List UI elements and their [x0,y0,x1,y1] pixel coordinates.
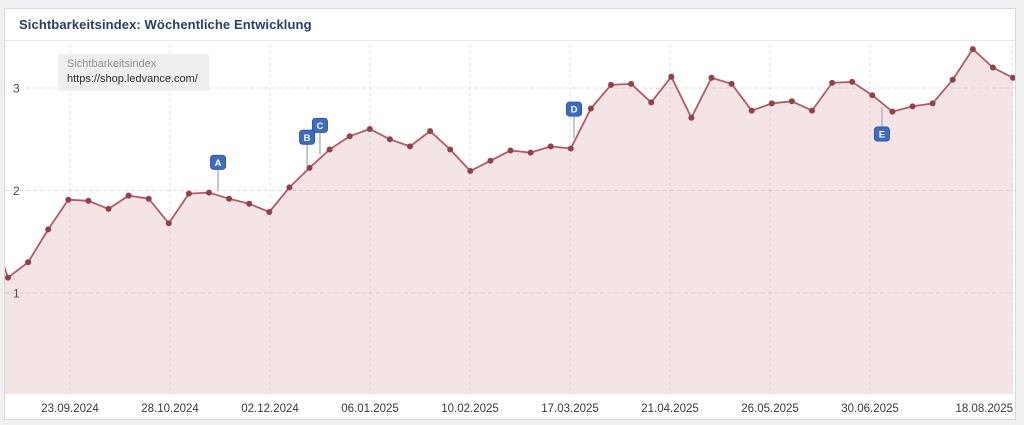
event-marker-box[interactable] [873,126,890,142]
data-point[interactable] [909,103,916,110]
data-point[interactable] [587,105,594,112]
y-axis-label: 1 [13,287,20,301]
x-axis-label: 23.09.2024 [41,403,99,415]
data-point[interactable] [246,200,253,207]
x-axis-label: 21.04.2025 [641,403,699,415]
event-marker-e[interactable]: E [873,107,890,142]
data-point[interactable] [346,133,353,140]
data-point[interactable] [45,226,52,233]
x-axis-label: 28.10.2024 [141,403,199,415]
data-point[interactable] [768,100,775,107]
data-point[interactable] [326,146,333,153]
data-point[interactable] [628,80,635,87]
data-point[interactable] [85,197,92,204]
data-point[interactable] [427,128,434,135]
data-point[interactable] [688,114,695,121]
event-marker-label: D [571,105,578,116]
data-point[interactable] [467,168,474,174]
chart-line [5,48,1014,279]
data-point[interactable] [728,80,735,87]
x-axis-label: 30.06.2025 [841,403,899,415]
data-point[interactable] [125,192,132,199]
event-marker-b[interactable]: B [299,129,316,167]
data-point[interactable] [5,274,11,281]
x-axis-label: 10.02.2025 [441,403,499,415]
data-point[interactable] [226,195,233,202]
x-axis-label: 26.05.2025 [741,403,799,415]
data-point[interactable] [708,74,715,81]
data-point[interactable] [869,92,876,99]
data-point[interactable] [25,259,32,266]
y-axis-label: 2 [13,184,20,198]
event-marker-box[interactable] [566,101,583,117]
data-point[interactable] [366,126,373,132]
data-point[interactable] [809,107,815,114]
data-point[interactable] [969,46,976,53]
data-point[interactable] [567,145,574,152]
data-point[interactable] [286,184,293,191]
data-point[interactable] [648,99,655,106]
data-point[interactable] [386,136,393,143]
data-point[interactable] [185,190,192,197]
event-marker-label: C [317,121,324,132]
data-point[interactable] [507,147,514,154]
data-point[interactable] [487,157,494,164]
legend-series-label: Sichtbarkeitsindex [67,58,157,70]
data-point[interactable] [849,78,856,85]
event-marker-box[interactable] [299,129,316,145]
data-point[interactable] [668,73,675,80]
data-point[interactable] [165,220,172,227]
x-axis-label: 17.03.2025 [541,403,599,415]
chart-legend: Sichtbarkeitsindex https://shop.ledvance… [58,54,209,91]
event-marker-label: B [304,133,311,144]
data-point[interactable] [447,146,454,153]
data-point[interactable] [206,189,212,196]
event-marker-label: A [215,158,222,169]
data-point[interactable] [788,98,795,105]
event-marker-box[interactable] [210,154,227,170]
event-marker-label: E [879,130,885,141]
data-point[interactable] [949,76,956,83]
x-axis-label: 06.01.2025 [341,403,399,415]
data-point[interactable] [527,149,534,156]
data-point[interactable] [608,81,614,88]
panel-title: Sichtbarkeitsindex: Wöchentliche Entwick… [19,17,312,32]
data-point[interactable] [65,196,72,203]
legend-domain-url: https://shop.ledvance.com/ [67,73,198,85]
data-point[interactable] [306,164,313,171]
data-point[interactable] [407,143,413,150]
event-marker-d[interactable]: D [566,101,583,139]
event-marker-a[interactable]: A [210,154,227,192]
data-point[interactable] [989,64,996,71]
visibility-chart: Sichtbarkeitsindex https://shop.ledvance… [5,41,1015,419]
data-point[interactable] [266,209,273,215]
event-marker-box[interactable] [311,117,328,133]
x-axis-label: 18.08.2025 [955,403,1013,415]
data-point[interactable] [145,195,152,202]
visibility-chart-svg: 1 2 3 23.09.2024 28.10.2024 02.12.2024 06.01.2… [5,45,1015,415]
data-point[interactable] [929,100,936,107]
data-point[interactable] [748,107,755,114]
data-point[interactable] [889,108,896,115]
chart-area-fill [5,49,1013,394]
visibility-index-panel: Sichtbarkeitsindex: Wöchentliche Entwick… [4,8,1016,420]
data-point[interactable] [547,143,554,150]
panel-header: Sichtbarkeitsindex: Wöchentliche Entwick… [5,9,1015,41]
x-axis-label: 02.12.2024 [241,403,299,415]
data-point[interactable] [829,79,836,86]
y-axis-label: 3 [13,82,20,96]
data-point[interactable] [105,205,112,212]
data-point[interactable] [1010,74,1015,81]
event-marker-c[interactable]: C [311,117,328,155]
